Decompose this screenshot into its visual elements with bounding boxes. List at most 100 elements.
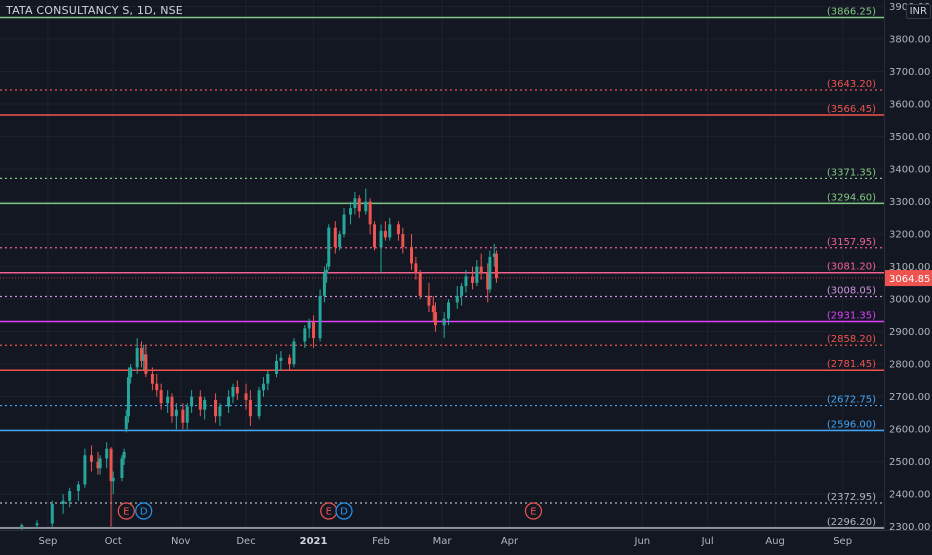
dividend-marker[interactable]: D [135,502,153,520]
dividend-marker[interactable]: D [335,502,353,520]
candle-body [475,266,479,283]
candle-body [373,224,377,248]
candle-body [460,286,464,296]
candle-body [327,227,331,267]
candle-body [492,253,496,257]
level-label: (2596.00) [827,420,876,431]
symbol-title[interactable]: TATA CONSULTANCY S, 1D, NSE [6,4,183,17]
level-label: (3294.60) [827,192,876,203]
candle-body [410,247,414,264]
candle-body [357,198,361,212]
currency-label[interactable]: INR [905,4,931,19]
candle-body [109,448,113,482]
time-tick-label: 2021 [300,536,328,547]
candle-body [470,276,474,283]
candle-body [322,273,326,296]
candle-body [275,360,279,374]
candle-body [98,458,102,469]
candle-body [235,386,239,394]
time-tick-label: Jun [634,536,651,547]
candle-body [120,458,124,478]
price-tick-label: 2300.00 [889,522,930,530]
candle-body [61,500,65,504]
candle-body [35,523,39,526]
price-axis-scale: 3900.003800.003700.003600.003500.003400.… [885,2,932,533]
time-tick-label: Aug [765,536,785,547]
event-marker-circle [135,502,153,520]
candle-body [494,253,498,279]
time-tick-label: Dec [236,536,255,547]
candles [20,188,498,530]
candle-body [122,451,126,459]
candle-body [431,305,435,313]
candle-body [142,354,146,361]
price-tick-label: 3800.00 [889,35,930,46]
candle-body [479,266,483,274]
candle-body [279,357,283,361]
candle-body [111,477,115,482]
candle-body [342,214,346,235]
price-tick-label: 2500.00 [889,457,930,468]
candle-body [231,386,235,397]
candle-body [144,354,148,374]
candle-body [455,295,459,303]
candle-body [303,328,307,342]
candle-body [129,367,133,378]
candle-body [486,273,490,290]
price-tick-label: 3500.00 [889,132,930,143]
earnings-marker[interactable]: E [117,502,135,520]
candle-body [353,198,357,209]
candle-body [124,416,128,430]
candle-body [396,224,400,235]
candle-body [261,383,265,391]
time-tick-label: Jul [701,536,714,547]
current-price-tag: 3064.85 [885,270,932,287]
candle-body [307,321,311,329]
event-marker-circle [524,502,543,520]
earnings-marker[interactable]: E [524,502,543,520]
candle-body [105,448,109,459]
candle-body [401,234,405,248]
horizontal-levels [0,16,884,529]
candle-body [338,234,342,248]
price-tick-label: 3300.00 [889,197,930,208]
candle-body [214,399,218,417]
event-marker-letter: E [530,507,536,518]
earnings-marker[interactable]: E [320,502,338,520]
level-label: (2372.95) [827,492,876,503]
candle-body [364,201,368,212]
time-tick-label: Sep [833,536,852,547]
candle-body [227,396,231,407]
level-labels: (3866.25) (3643.20) (3566.45) (3371.35) (329… [827,6,876,528]
price-tick-label: 3400.00 [889,165,930,176]
candle-body [135,347,139,368]
price-tick-label: 3200.00 [889,230,930,241]
level-label: (2781.45) [827,359,876,370]
price-axis[interactable]: 3900.003800.003700.003600.003500.003400.… [884,0,932,533]
level-label: (3866.25) [827,6,876,17]
candle-body [414,263,418,274]
price-tick-label: 3000.00 [889,295,930,306]
candle-body [126,377,130,417]
candle-body [464,276,468,287]
level-label: (3157.95) [827,237,876,248]
time-tick-label: Apr [501,536,519,547]
candle-body [388,224,392,238]
candle-body [68,490,72,501]
candle-body [50,503,54,524]
candle-body [155,383,159,391]
candle-body [257,390,261,417]
candle-body [181,409,185,423]
event-marker-circle [335,502,353,520]
candle-body [442,318,446,326]
candle-body [379,230,383,248]
candle-body [218,406,222,417]
price-tick-label: 2700.00 [889,392,930,403]
candle-body [190,396,194,407]
event-marker-circle [117,502,135,520]
time-axis[interactable]: Sep Oct Nov Dec 2021 Feb Mar Apr Jun Jul Aug Sep [0,530,932,551]
price-tick-label: 2600.00 [889,425,930,436]
level-label: (3643.20) [827,79,876,90]
